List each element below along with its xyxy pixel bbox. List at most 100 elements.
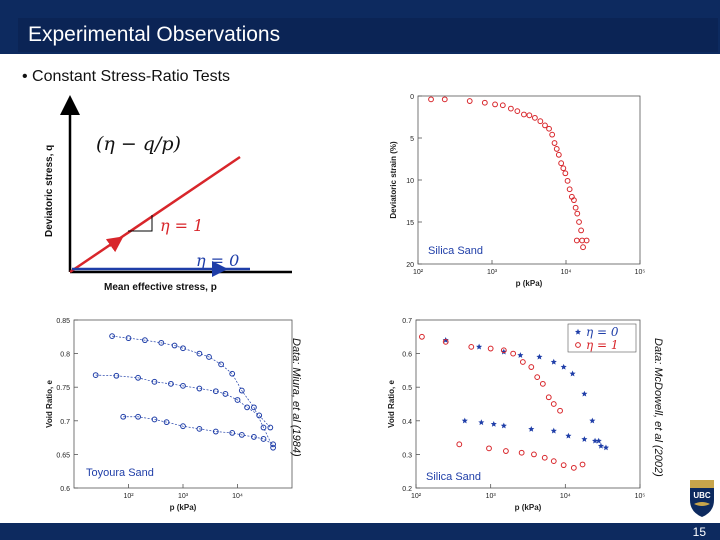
data-point-star <box>569 370 576 377</box>
data-point <box>238 432 245 438</box>
data-point <box>576 219 582 225</box>
bullet-text: Constant Stress-Ratio Tests <box>32 68 231 85</box>
credit-miura: Data: Miura, et al (1984) <box>290 338 302 457</box>
data-point <box>571 197 577 204</box>
data-point <box>244 404 250 411</box>
legend-star-marker <box>574 328 582 335</box>
data-point-star <box>589 417 596 424</box>
data-point <box>583 237 590 244</box>
data-point-star <box>517 352 524 358</box>
x-tick-label: 10² <box>123 493 134 500</box>
data-point <box>196 385 203 392</box>
x-tick-label: 10⁴ <box>561 269 572 276</box>
data-point <box>503 448 509 454</box>
data-point <box>168 380 174 387</box>
data-point <box>550 458 557 465</box>
x-tick-label: 10⁵ <box>635 493 646 500</box>
data-point <box>234 397 241 403</box>
data-point <box>267 424 274 431</box>
y-tick-label: 20 <box>406 262 414 269</box>
legend-label: η = 1 <box>586 338 619 352</box>
x-tick-label: 10⁴ <box>232 493 243 500</box>
data-point <box>218 361 224 368</box>
x-axis-label: Mean effective stress, p <box>104 282 217 293</box>
data-point-star <box>581 390 588 397</box>
data-point <box>212 388 219 395</box>
data-point-star <box>550 358 557 365</box>
data-point <box>113 372 120 379</box>
title-bar <box>0 0 720 54</box>
data-point <box>180 345 186 352</box>
y-tick-label: 0.3 <box>402 452 412 459</box>
y-axis-label: Deviatoric stress, q <box>44 145 55 237</box>
data-point-star <box>581 436 588 442</box>
data-point <box>545 394 552 401</box>
data-point <box>206 354 212 360</box>
data-point <box>578 227 585 234</box>
data-point <box>251 404 257 411</box>
data-point <box>251 434 257 440</box>
data-point <box>532 114 538 121</box>
data-point-star <box>528 426 535 432</box>
y-tick-label: 0.65 <box>56 452 70 459</box>
data-point <box>180 382 186 389</box>
y-tick-label: 0.7 <box>60 419 70 426</box>
data-point <box>270 444 277 451</box>
data-point-star <box>565 432 572 439</box>
data-point <box>531 451 537 458</box>
y-tick-label: 0.5 <box>402 385 412 392</box>
data-point <box>270 441 277 448</box>
data-point <box>419 333 425 340</box>
eta1-line <box>69 155 241 274</box>
data-point <box>109 333 115 340</box>
data-point <box>428 96 434 103</box>
footer-bar <box>0 523 720 540</box>
data-point <box>500 347 507 354</box>
data-point <box>441 96 448 103</box>
data-point <box>135 413 141 420</box>
slide-title: Experimental Observations <box>28 23 281 46</box>
data-point <box>549 131 556 138</box>
data-point <box>519 359 526 365</box>
data-point <box>514 108 521 115</box>
data-point <box>507 105 514 112</box>
data-point <box>551 140 558 146</box>
data-point <box>466 98 473 104</box>
x-tick-label: 10⁵ <box>635 269 646 276</box>
data-point <box>518 449 525 456</box>
data-point-star <box>602 444 609 451</box>
data-point <box>572 204 579 211</box>
data-point <box>499 102 506 109</box>
data-point-star <box>500 422 507 429</box>
x-tick-label: 10² <box>413 269 424 276</box>
data-point <box>229 370 236 377</box>
eta1-arrow <box>105 236 124 253</box>
stress-path-diagram: (η − q/p) η = 1 η = 0 Mean effective str… <box>44 95 292 293</box>
data-point <box>125 335 132 342</box>
data-point <box>579 461 586 468</box>
data-point-star <box>560 363 567 370</box>
chart-annotation: Silica Sand <box>426 471 481 483</box>
y-tick-label: 10 <box>406 178 414 185</box>
eta0-label: η = 0 <box>196 251 239 270</box>
data-point-star <box>550 427 557 434</box>
data-point <box>528 364 535 370</box>
y-tick-label: 5 <box>410 136 414 143</box>
data-point <box>558 160 565 167</box>
x-axis-label: p (kPa) <box>170 503 197 512</box>
data-point-star <box>478 419 485 426</box>
data-point <box>196 350 203 357</box>
data-point-star <box>490 420 497 427</box>
x-axis-label: p (kPa) <box>515 503 542 512</box>
y-axis-label: Void Ratio, e <box>45 380 54 428</box>
x-axis-label: p (kPa) <box>516 279 543 288</box>
x-tick-label: 10⁴ <box>560 493 571 500</box>
data-point <box>212 428 219 435</box>
data-point <box>566 186 573 193</box>
data-point <box>537 118 544 125</box>
data-point <box>546 125 552 132</box>
data-point <box>120 413 127 420</box>
data-point <box>180 423 186 430</box>
slope-triangle <box>128 215 153 232</box>
